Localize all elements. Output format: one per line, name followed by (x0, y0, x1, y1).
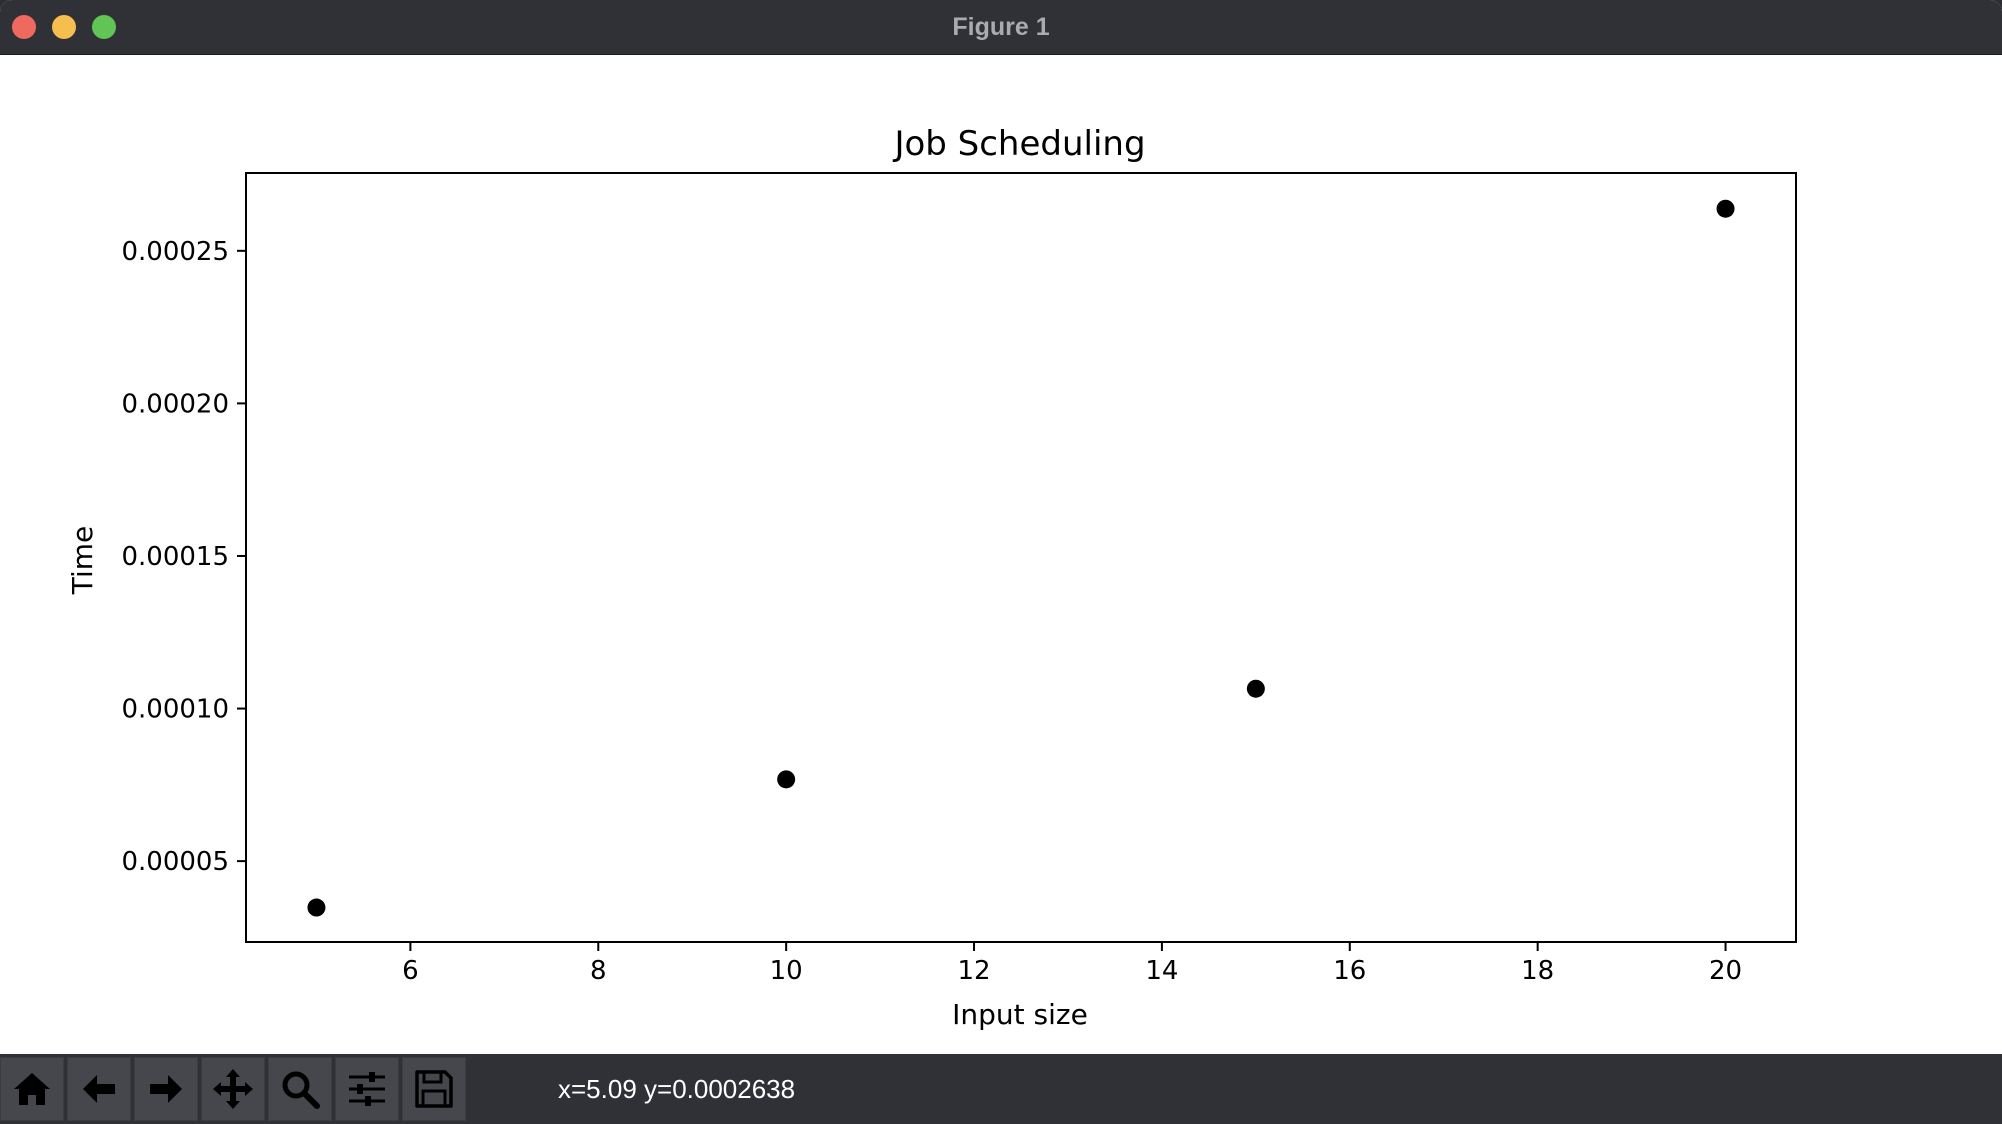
data-point (1716, 199, 1735, 218)
close-window-button[interactable] (12, 15, 36, 39)
navigation-toolbar: x=5.09 y=0.0002638 (0, 1054, 2002, 1124)
x-tick-label: 10 (770, 956, 803, 986)
data-points (307, 199, 1735, 917)
y-axis-label: Time (66, 526, 99, 596)
cursor-coordinates: x=5.09 y=0.0002638 (558, 1074, 796, 1104)
y-tick-label: 0.00015 (121, 542, 229, 572)
y-tick-label: 0.00025 (121, 237, 229, 267)
y-axis-ticks: 0.00005 0.00010 0.00015 0.00020 0.00025 (121, 237, 246, 877)
pan-button[interactable] (201, 1057, 265, 1121)
data-point (307, 898, 326, 917)
x-axis-ticks: 6 8 10 12 14 16 18 20 (402, 942, 1742, 986)
move-icon (213, 1069, 253, 1109)
scatter-chart: Job Scheduling Input size Time 6 8 10 12 14 1… (0, 55, 2002, 1054)
data-point (777, 770, 796, 789)
home-icon (14, 1073, 50, 1105)
y-tick-label: 0.00020 (121, 389, 229, 419)
axes-frame (245, 172, 1797, 943)
zoom-button[interactable] (268, 1057, 332, 1121)
title-bar: Figure 1 (0, 0, 2002, 55)
x-axis-label: Input size (952, 998, 1088, 1031)
x-tick-label: 20 (1709, 956, 1742, 986)
floppy-disk-icon (415, 1070, 453, 1108)
data-point (1246, 679, 1265, 698)
y-tick-label: 0.00010 (121, 695, 229, 725)
chart-title: Job Scheduling (892, 124, 1145, 164)
minimize-window-button[interactable] (52, 15, 76, 39)
x-tick-label: 14 (1145, 956, 1178, 986)
home-button[interactable] (0, 1057, 64, 1121)
forward-button[interactable] (134, 1057, 198, 1121)
magnifier-icon (282, 1071, 320, 1109)
figure-canvas[interactable]: Job Scheduling Input size Time 6 8 10 12 14 1… (0, 55, 2002, 1054)
arrow-right-icon (150, 1075, 182, 1103)
arrow-left-icon (83, 1075, 115, 1103)
sliders-icon (349, 1072, 385, 1106)
x-tick-label: 6 (402, 956, 419, 986)
save-button[interactable] (402, 1057, 466, 1121)
y-tick-label: 0.00005 (121, 847, 229, 877)
x-tick-label: 8 (590, 956, 607, 986)
x-tick-label: 18 (1521, 956, 1554, 986)
configure-subplots-button[interactable] (335, 1057, 399, 1121)
maximize-window-button[interactable] (92, 15, 116, 39)
window-title: Figure 1 (952, 13, 1050, 41)
x-tick-label: 16 (1333, 956, 1366, 986)
back-button[interactable] (67, 1057, 131, 1121)
x-tick-label: 12 (957, 956, 990, 986)
